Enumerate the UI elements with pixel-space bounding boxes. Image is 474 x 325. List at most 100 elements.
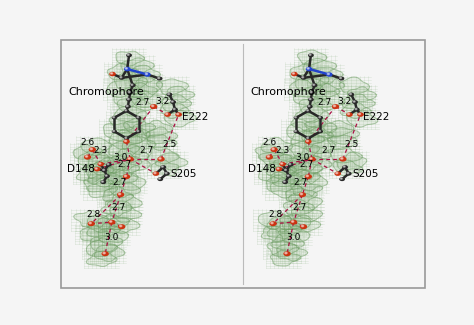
Polygon shape — [289, 141, 319, 158]
Polygon shape — [109, 141, 139, 157]
Polygon shape — [342, 94, 375, 111]
Polygon shape — [299, 98, 333, 117]
Circle shape — [175, 112, 182, 117]
Polygon shape — [98, 226, 128, 242]
Circle shape — [305, 139, 311, 144]
Circle shape — [164, 172, 170, 176]
Circle shape — [173, 109, 175, 110]
Circle shape — [125, 140, 127, 142]
Circle shape — [307, 105, 313, 109]
Circle shape — [109, 221, 112, 222]
Circle shape — [126, 53, 132, 57]
Polygon shape — [140, 120, 173, 137]
Circle shape — [305, 174, 312, 179]
Circle shape — [94, 167, 100, 171]
Circle shape — [103, 169, 104, 170]
Polygon shape — [298, 174, 328, 191]
Circle shape — [131, 84, 133, 85]
Polygon shape — [289, 154, 323, 171]
Polygon shape — [109, 206, 142, 223]
Circle shape — [157, 177, 163, 181]
Polygon shape — [114, 106, 147, 123]
Text: 2.7: 2.7 — [299, 160, 313, 169]
Circle shape — [109, 72, 116, 76]
Polygon shape — [269, 155, 301, 170]
Circle shape — [98, 162, 104, 166]
Text: S205: S205 — [352, 169, 379, 179]
Circle shape — [357, 112, 364, 117]
Circle shape — [144, 72, 151, 77]
Text: 2.7: 2.7 — [294, 178, 308, 187]
Circle shape — [128, 158, 130, 159]
Circle shape — [137, 117, 138, 118]
Polygon shape — [156, 79, 189, 95]
Text: 2.6: 2.6 — [262, 138, 276, 147]
Polygon shape — [347, 111, 378, 127]
Polygon shape — [107, 194, 142, 211]
Polygon shape — [280, 214, 311, 230]
Polygon shape — [339, 77, 369, 93]
Circle shape — [347, 173, 349, 174]
Circle shape — [358, 113, 361, 115]
Circle shape — [301, 76, 307, 80]
Text: 3.2: 3.2 — [337, 97, 351, 106]
Circle shape — [154, 172, 156, 174]
Circle shape — [285, 252, 287, 254]
Text: 2.3: 2.3 — [94, 146, 108, 155]
Polygon shape — [147, 147, 179, 164]
Circle shape — [319, 117, 320, 118]
Text: 3.0: 3.0 — [286, 233, 301, 242]
Polygon shape — [347, 87, 376, 101]
Polygon shape — [116, 147, 149, 162]
Polygon shape — [109, 132, 142, 150]
Circle shape — [130, 83, 136, 87]
Polygon shape — [305, 118, 337, 134]
Polygon shape — [289, 215, 320, 232]
Circle shape — [158, 77, 160, 79]
Circle shape — [119, 76, 125, 80]
Polygon shape — [147, 135, 177, 150]
Text: 3.0: 3.0 — [105, 233, 119, 242]
Polygon shape — [108, 161, 139, 178]
Polygon shape — [114, 71, 147, 91]
Polygon shape — [289, 169, 320, 185]
Polygon shape — [261, 137, 293, 154]
Text: 2.7: 2.7 — [318, 98, 332, 107]
Polygon shape — [312, 67, 343, 84]
Circle shape — [105, 175, 107, 176]
Polygon shape — [165, 86, 195, 102]
Circle shape — [334, 171, 341, 176]
Circle shape — [318, 130, 323, 133]
Circle shape — [112, 116, 117, 120]
Polygon shape — [329, 128, 359, 144]
Circle shape — [283, 181, 285, 182]
Circle shape — [127, 91, 133, 95]
Polygon shape — [321, 121, 354, 137]
Circle shape — [332, 104, 339, 109]
Polygon shape — [297, 50, 327, 65]
Polygon shape — [291, 180, 322, 197]
Polygon shape — [271, 169, 302, 186]
Polygon shape — [301, 156, 332, 174]
Circle shape — [346, 112, 353, 117]
Circle shape — [338, 76, 344, 81]
Polygon shape — [259, 151, 292, 168]
Polygon shape — [258, 211, 291, 229]
Circle shape — [282, 180, 288, 184]
Polygon shape — [103, 123, 139, 141]
Polygon shape — [267, 240, 299, 257]
Circle shape — [313, 84, 315, 85]
Polygon shape — [290, 79, 323, 97]
Polygon shape — [273, 158, 307, 176]
Circle shape — [123, 174, 130, 179]
Circle shape — [309, 54, 311, 55]
Circle shape — [271, 222, 273, 224]
Circle shape — [346, 172, 352, 176]
Circle shape — [300, 224, 307, 229]
Circle shape — [308, 98, 314, 101]
Circle shape — [124, 67, 130, 71]
Circle shape — [279, 162, 286, 166]
Polygon shape — [130, 83, 157, 98]
Circle shape — [118, 224, 125, 229]
Circle shape — [136, 130, 141, 133]
